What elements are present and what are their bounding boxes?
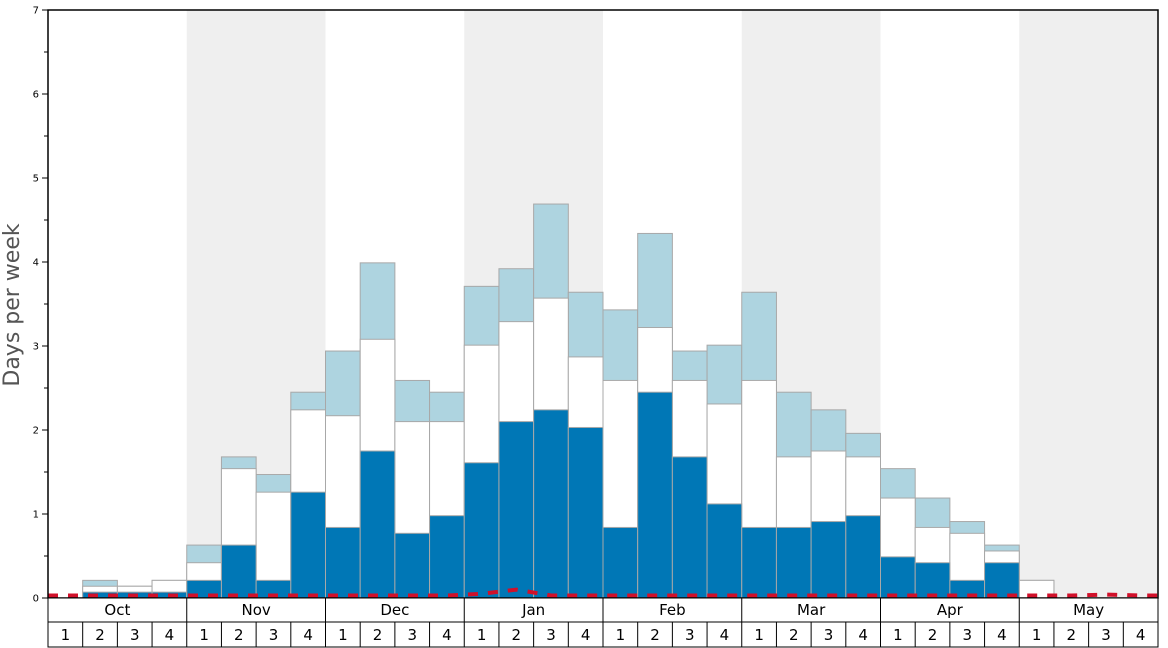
bar-series1-5 [220,544,257,599]
bar-series1-22 [810,521,847,599]
bar-series1-21 [775,526,812,599]
bar-series1-10 [394,532,431,599]
week-label: 1 [754,626,764,644]
week-label: 2 [373,626,383,644]
y-tick-label: 7 [33,6,39,17]
week-label: 1 [338,626,348,644]
bar-series1-9 [359,450,396,599]
y-axis-label: Days per week [0,223,25,386]
week-label: 4 [165,626,175,644]
week-label: 4 [303,626,313,644]
month-shade-may [1019,10,1158,598]
bar-series1-24 [880,556,916,599]
bar-series1-12 [463,462,500,599]
bar-series1-19 [706,503,743,599]
week-label: 1 [893,626,903,644]
bar-series1-27 [984,562,1020,599]
y-tick-label: 4 [33,258,39,269]
month-label-feb: Feb [659,601,686,619]
bar-series1-17 [637,391,673,599]
week-label: 1 [61,626,71,644]
week-label: 3 [962,626,972,644]
week-label: 4 [720,626,730,644]
y-tick-label: 0 [33,594,39,605]
month-label-oct: Oct [104,601,130,619]
week-label: 4 [581,626,591,644]
week-label: 3 [130,626,140,644]
week-label: 2 [650,626,660,644]
month-label-jan: Jan [521,601,545,619]
y-tick-label: 3 [33,342,39,353]
week-label: 4 [997,626,1007,644]
week-label: 3 [1101,626,1111,644]
week-label: 1 [477,626,487,644]
week-label: 4 [442,626,452,644]
week-axis: 1 2 3 4 1 2 3 4 1 2 3 4 1 2 3 4 1 2 3 4 1 2 3 4 1 2 3 4 1 2 3 4 [47,621,1159,648]
y-tick-label: 2 [33,426,39,437]
month-label-apr: Apr [937,601,964,619]
bar-series1-25 [914,562,951,599]
week-label: 2 [234,626,244,644]
week-label: 2 [512,626,522,644]
month-axis: Oct Nov Dec Jan Feb Mar Apr May [47,597,1159,623]
month-label-nov: Nov [241,601,270,619]
bar-series1-18 [671,456,708,599]
week-label: 2 [95,626,105,644]
bar-series1-7 [290,491,326,599]
week-label: 4 [858,626,868,644]
month-label-dec: Dec [380,601,409,619]
y-tick-label: 1 [33,510,39,521]
month-label-mar: Mar [797,601,826,619]
week-label: 3 [685,626,695,644]
week-label: 2 [928,626,938,644]
week-label: 4 [1136,626,1146,644]
week-label: 1 [1032,626,1042,644]
week-label: 2 [789,626,799,644]
y-tick-label: 5 [33,174,39,185]
bar-series1-16 [602,526,639,599]
week-label: 3 [407,626,417,644]
bar-series1-23 [845,515,881,599]
week-label: 1 [199,626,209,644]
bar-series1-20 [741,526,777,599]
bars [82,203,1055,599]
bar-series1-13 [498,421,535,599]
week-label: 2 [1067,626,1077,644]
bar-series1-15 [567,426,604,599]
bar-series1-11 [429,515,465,599]
month-label-may: May [1073,601,1104,619]
week-label: 3 [269,626,279,644]
bar-series1-8 [325,526,361,599]
week-label: 1 [616,626,626,644]
week-label: 3 [824,626,834,644]
bar-series1-14 [533,409,569,599]
week-label: 3 [546,626,556,644]
y-tick-label: 6 [33,90,39,101]
